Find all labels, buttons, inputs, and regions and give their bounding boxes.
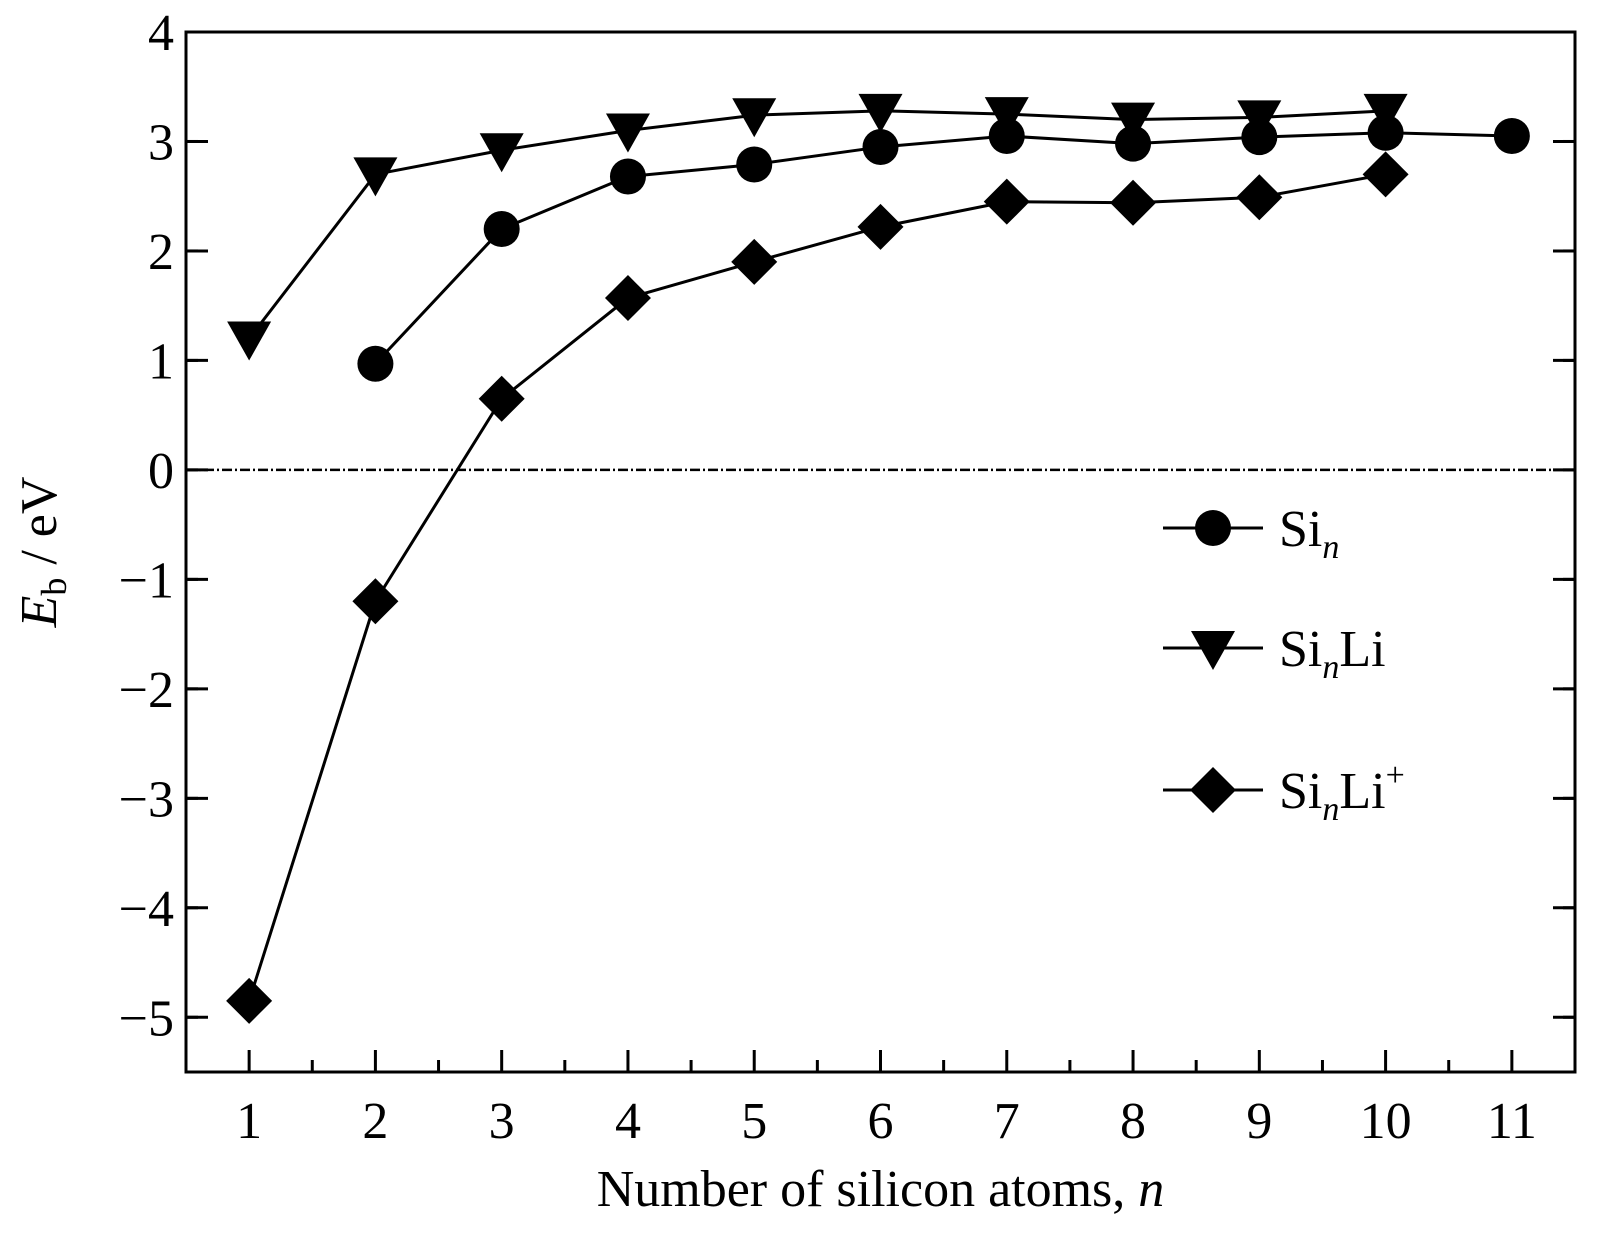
x-axis-title: Number of silicon atoms, n	[597, 1161, 1165, 1218]
y-tick-label: 2	[148, 224, 174, 281]
y-tick-label: −4	[119, 881, 174, 938]
y-tick-label: −5	[119, 990, 174, 1047]
data-point	[1362, 151, 1409, 198]
data-point	[605, 113, 650, 153]
legend-label-suffix: Li	[1339, 763, 1385, 820]
y-tick-label: 0	[148, 443, 174, 500]
x-tick-label: 8	[1120, 1093, 1146, 1150]
legend-marker	[1195, 510, 1231, 546]
data-point	[357, 345, 394, 382]
legend-label-subscript: n	[1322, 649, 1339, 686]
y-axis-title-symbol: E	[11, 596, 68, 629]
data-point	[1493, 118, 1530, 154]
y-tick-label: 3	[148, 114, 174, 171]
data-point	[353, 157, 398, 197]
x-axis-title-text: Number of silicon atoms,	[597, 1161, 1139, 1218]
legend-label-base: Si	[1279, 763, 1322, 820]
x-tick-label: 5	[741, 1093, 767, 1150]
data-point	[1111, 102, 1156, 142]
data-point	[609, 158, 646, 195]
legend-marker	[1190, 767, 1236, 813]
data-point	[352, 578, 399, 625]
series-1	[227, 93, 1408, 361]
legend-label-superscript: +	[1386, 757, 1405, 794]
data-point	[984, 97, 1029, 137]
data-point	[736, 146, 773, 183]
y-axis-title: Eb / eV	[11, 477, 74, 629]
legend-label: SinLi+	[1279, 757, 1405, 828]
legend-label-subscript: n	[1322, 791, 1339, 828]
data-point	[732, 98, 777, 138]
plot-frame	[184, 30, 1577, 1074]
y-tick-label: −3	[119, 771, 174, 828]
series-line	[247, 172, 1386, 1002]
legend-marker	[1191, 631, 1235, 670]
y-tick-label: −2	[119, 662, 174, 719]
x-tick-label: 1	[236, 1093, 262, 1150]
legend-entry-0: Sin	[1163, 501, 1339, 566]
data-point	[983, 178, 1030, 225]
data-point	[479, 133, 524, 173]
data-point	[731, 238, 778, 285]
data-point	[1236, 174, 1283, 221]
data-point	[862, 128, 899, 165]
y-axis-title-group: Eb / eV	[11, 477, 74, 629]
data-point	[857, 203, 904, 250]
x-tick-label: 10	[1360, 1093, 1412, 1150]
y-axis-title-subscript: b	[34, 578, 74, 596]
x-tick-label: 6	[868, 1093, 894, 1150]
data-point	[1363, 93, 1408, 133]
data-point	[483, 211, 520, 248]
legend-label-base: Si	[1279, 501, 1322, 558]
legend-label-base: Si	[1279, 621, 1322, 678]
legend-label-subscript: n	[1322, 529, 1339, 566]
data-point	[604, 275, 651, 322]
series-0	[357, 114, 1530, 382]
legend-label-suffix: Li	[1339, 621, 1385, 678]
x-tick-label: 3	[489, 1093, 515, 1150]
legend-entry-2: SinLi+	[1163, 757, 1405, 828]
data-point	[226, 977, 273, 1024]
legend-entry-1: SinLi	[1163, 621, 1386, 686]
data-point	[858, 93, 903, 133]
series-line	[247, 109, 1386, 340]
y-tick-label: −1	[119, 552, 174, 609]
x-tick-label: 9	[1246, 1093, 1272, 1150]
legend-label: SinLi	[1279, 621, 1386, 686]
x-axis-title-variable: n	[1138, 1161, 1164, 1218]
legend-label: Sin	[1279, 501, 1339, 566]
x-tick-label: 2	[362, 1093, 388, 1150]
y-tick-label: 4	[148, 5, 174, 62]
data-point	[1115, 125, 1152, 162]
data-point	[1110, 179, 1157, 226]
y-axis-title-unit: / eV	[11, 477, 68, 578]
series-2	[226, 151, 1409, 1024]
x-tick-label: 7	[994, 1093, 1020, 1150]
x-tick-label: 4	[615, 1093, 641, 1150]
series-line	[374, 131, 1512, 365]
y-tick-label: 1	[148, 333, 174, 390]
x-tick-label: 11	[1487, 1093, 1537, 1150]
data-point	[227, 321, 272, 361]
data-point	[478, 375, 525, 422]
data-point	[1237, 100, 1282, 140]
